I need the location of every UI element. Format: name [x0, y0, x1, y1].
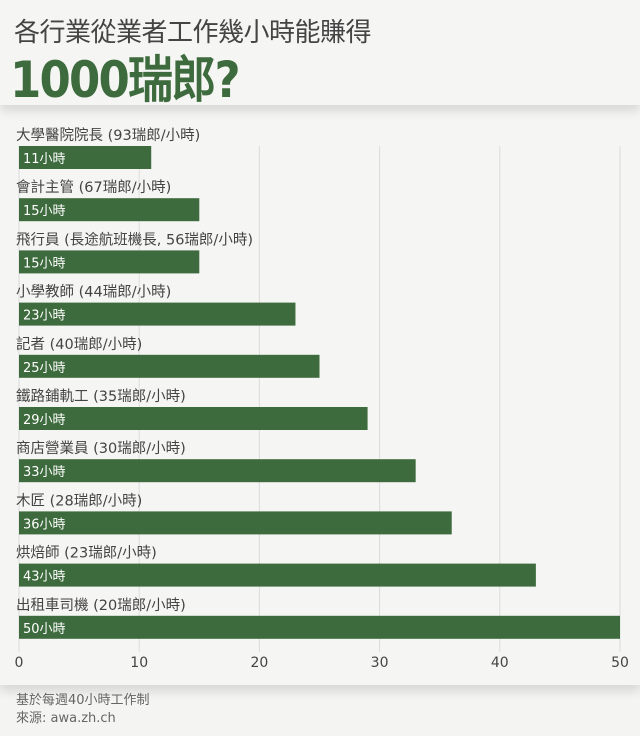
- x-tick-label: 30: [371, 655, 389, 671]
- bar: [19, 407, 368, 430]
- data-label: 36小時: [23, 517, 66, 532]
- category-label: 商店營業員 (30瑞郎/小時): [16, 440, 186, 457]
- category-label: 烘焙師 (23瑞郎/小時): [16, 545, 157, 562]
- footer-source: 來源: awa.zh.ch: [16, 711, 116, 726]
- category-label: 小學教師 (44瑞郎/小時): [16, 283, 171, 301]
- x-tick-label: 0: [15, 655, 24, 671]
- title-line1: 各行業從業者工作幾小時能賺得: [14, 18, 372, 48]
- footer-note: 基於每週40小時工作制: [16, 693, 150, 708]
- bar: [19, 511, 452, 535]
- data-label: 15小時: [23, 204, 66, 219]
- data-label: 43小時: [23, 570, 66, 585]
- bar: [19, 198, 200, 222]
- data-label: 50小時: [23, 622, 66, 637]
- x-tick-label: 10: [130, 655, 148, 671]
- header: 各行業從業者工作幾小時能賺得 1000瑞郎?: [0, 0, 640, 109]
- data-label: 25小時: [23, 361, 66, 376]
- category-label: 記者 (40瑞郎/小時): [16, 336, 142, 353]
- data-label: 33小時: [23, 465, 66, 480]
- footer: 基於每週40小時工作制 來源: awa.zh.ch: [16, 692, 150, 728]
- bar: [19, 302, 296, 326]
- category-label: 大學醫院院長 (93瑞郎/小時): [16, 126, 200, 144]
- x-tick-label: 40: [491, 655, 509, 671]
- bar: [19, 615, 620, 639]
- category-label: 鐵路鋪軌工 (35瑞郎/小時): [16, 387, 186, 405]
- bar: [19, 354, 320, 378]
- category-label: 木匠 (28瑞郎/小時): [16, 492, 142, 509]
- x-tick-label: 50: [611, 655, 629, 671]
- category-label: 會計主管 (67瑞郎/小時): [16, 179, 171, 196]
- bar: [19, 563, 536, 587]
- data-label: 15小時: [23, 256, 66, 271]
- title-line2: 1000瑞郎?: [10, 51, 241, 109]
- category-label: 飛行員 (長途航班機長, 56瑞郎/小時): [16, 231, 253, 248]
- data-label: 23小時: [23, 309, 66, 324]
- bar: [19, 250, 200, 274]
- bar: [19, 146, 152, 169]
- bar: [19, 459, 416, 483]
- category-label: 出租車司機 (20瑞郎/小時): [16, 597, 186, 614]
- data-label: 11小時: [23, 152, 66, 167]
- x-tick-label: 20: [250, 655, 268, 671]
- data-label: 29小時: [23, 413, 66, 428]
